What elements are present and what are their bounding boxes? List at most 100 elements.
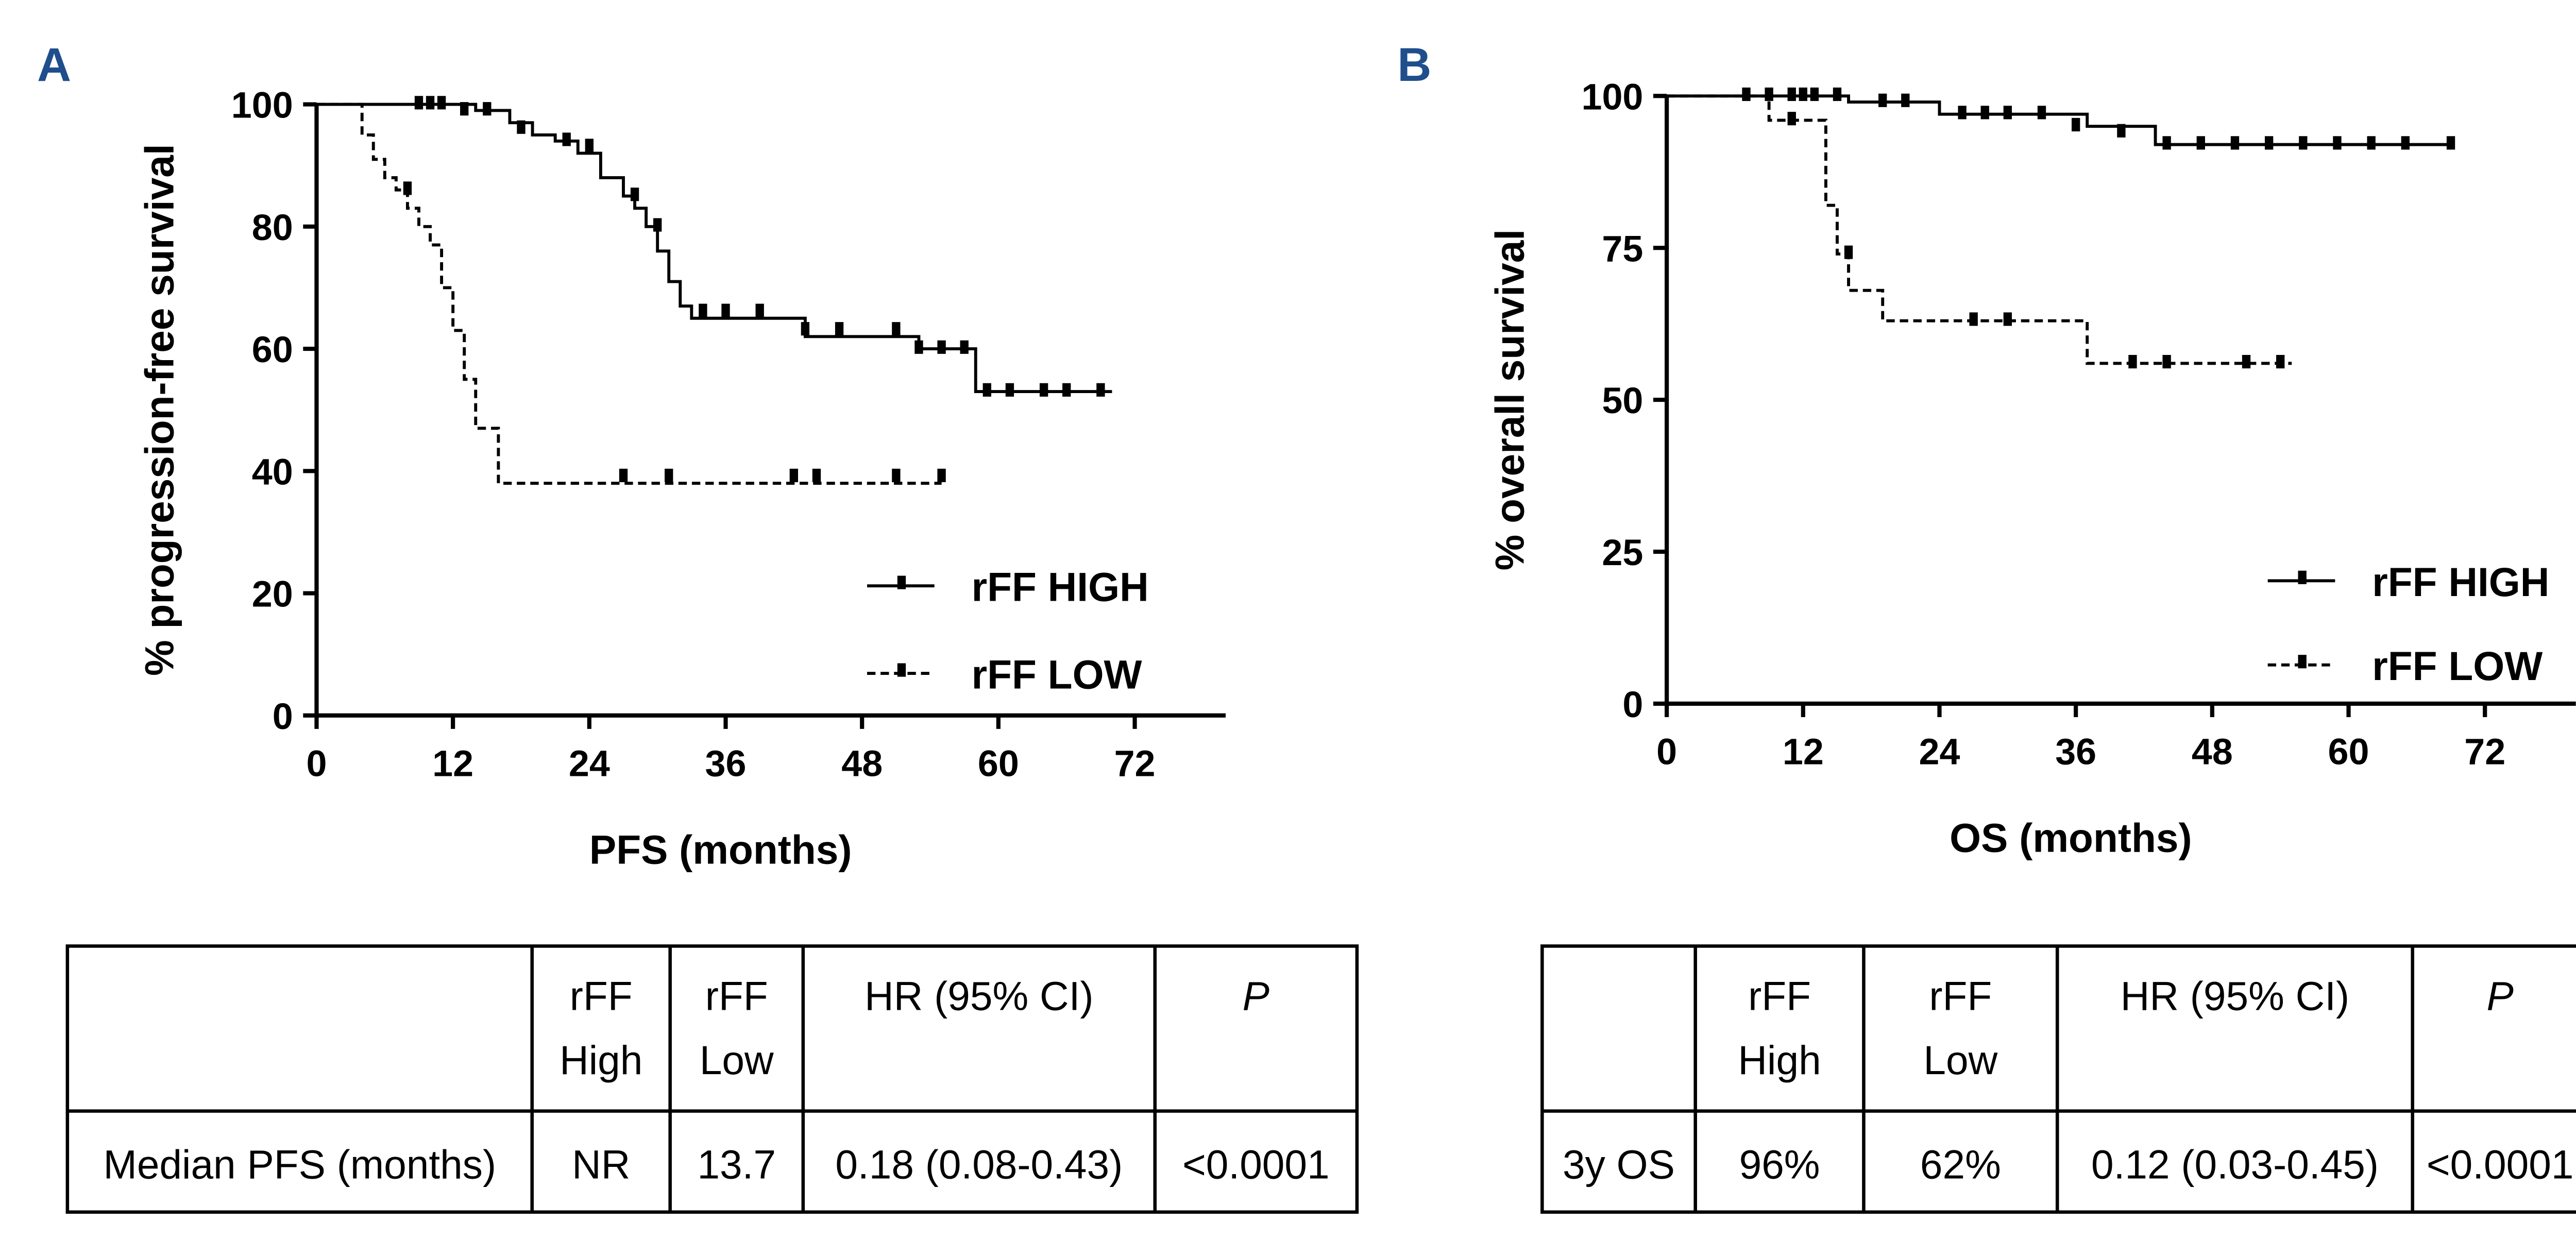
x-tick-label: 72 xyxy=(1114,743,1156,784)
y-tick-label: 75 xyxy=(1602,228,1643,269)
censor-mark xyxy=(2072,117,2080,132)
table-cell: 96% xyxy=(1739,1142,1820,1187)
censor-mark xyxy=(1969,312,1978,326)
y-tick-label: 50 xyxy=(1602,380,1643,421)
censor-mark xyxy=(665,468,673,482)
censor-mark xyxy=(2299,136,2308,150)
x-tick-label: 72 xyxy=(2464,732,2505,773)
table-border xyxy=(1540,944,2576,1214)
censor-mark xyxy=(437,96,446,110)
x-axis-title: PFS (months) xyxy=(589,827,852,872)
x-tick-label: 48 xyxy=(2192,732,2233,773)
censor-mark xyxy=(892,468,901,482)
censor-mark xyxy=(2162,136,2171,150)
censor-mark xyxy=(789,468,799,482)
x-tick-label: 12 xyxy=(432,743,473,784)
x-tick-label: 36 xyxy=(705,743,747,784)
y-tick-label: 0 xyxy=(273,696,293,737)
column-header: HR (95% CI) xyxy=(865,974,1093,1019)
censor-mark xyxy=(630,188,639,201)
censor-mark xyxy=(982,383,991,397)
y-tick-label: 60 xyxy=(252,329,293,370)
censor-mark xyxy=(699,303,707,317)
table-cell: 13.7 xyxy=(697,1142,776,1187)
table-cell: 0.18 (0.08-0.43) xyxy=(835,1142,1123,1187)
x-tick-label: 24 xyxy=(569,743,610,784)
column-header: P xyxy=(2486,974,2513,1019)
censor-mark xyxy=(2446,136,2455,150)
y-tick-label: 25 xyxy=(1602,532,1643,573)
censor-mark xyxy=(835,322,844,336)
censor-mark xyxy=(1980,106,1989,120)
censor-mark xyxy=(937,340,946,354)
censor-mark xyxy=(1787,87,1796,101)
censor-mark xyxy=(1799,87,1807,101)
table-cell: <0.0001 xyxy=(2427,1142,2574,1187)
table-cell: NR xyxy=(572,1142,630,1187)
survival-curve xyxy=(1667,94,2451,146)
legend-marker xyxy=(897,575,906,589)
censor-mark xyxy=(960,340,969,354)
censor-mark xyxy=(1958,106,1967,120)
x-tick-label: 12 xyxy=(1783,732,1824,773)
censor-mark xyxy=(2276,354,2285,369)
censor-mark xyxy=(1787,112,1796,126)
table-border xyxy=(65,944,1359,1214)
censor-mark xyxy=(653,218,662,232)
column-header: rFF High xyxy=(1738,974,1821,1083)
censor-mark xyxy=(2264,136,2274,150)
y-tick-label: 100 xyxy=(231,85,293,126)
censor-mark xyxy=(2367,136,2376,150)
censor-mark xyxy=(2162,354,2171,369)
censor-mark xyxy=(2401,136,2410,150)
table-cell: <0.0001 xyxy=(1182,1142,1330,1187)
censor-mark xyxy=(1062,383,1071,397)
x-tick-label: 0 xyxy=(306,743,327,784)
censor-mark xyxy=(2333,136,2342,150)
y-tick-label: 40 xyxy=(252,451,293,493)
censor-mark xyxy=(1765,87,1773,101)
survival-curve xyxy=(1667,94,2292,365)
censor-mark xyxy=(801,322,810,336)
column-header: P xyxy=(1243,974,1269,1019)
legend-label: rFF LOW xyxy=(2372,643,2543,689)
censor-mark xyxy=(2117,124,2126,138)
censor-mark xyxy=(1901,93,1910,107)
censor-mark xyxy=(1742,87,1751,101)
censor-mark xyxy=(2230,136,2240,150)
x-tick-label: 24 xyxy=(1919,732,1960,773)
legend-label: rFF HIGH xyxy=(972,565,1149,610)
censor-mark xyxy=(619,468,628,482)
censor-mark xyxy=(1039,383,1048,397)
x-tick-label: 36 xyxy=(2055,732,2096,773)
x-tick-label: 0 xyxy=(1656,732,1677,773)
y-axis-title: % overall survival xyxy=(1487,229,1532,570)
censor-mark xyxy=(414,96,423,110)
column-header: rFF High xyxy=(560,974,642,1083)
censor-mark xyxy=(1844,245,1853,259)
censor-mark xyxy=(426,96,435,110)
legend-marker xyxy=(2298,570,2307,584)
y-tick-label: 20 xyxy=(252,574,293,615)
censor-mark xyxy=(460,102,469,116)
censor-mark xyxy=(1005,383,1014,397)
table-cell: Median PFS (months) xyxy=(104,1142,497,1187)
censor-mark xyxy=(1810,87,1819,101)
legend-label: rFF HIGH xyxy=(2372,559,2549,605)
panel-label: A xyxy=(37,39,71,91)
x-tick-label: 60 xyxy=(2328,732,2369,773)
x-axis-title: OS (months) xyxy=(1950,815,2192,860)
column-header: HR (95% CI) xyxy=(2121,974,2349,1019)
y-tick-label: 0 xyxy=(1622,684,1643,725)
table-cell: 62% xyxy=(1920,1142,2001,1187)
legend-label: rFF LOW xyxy=(972,652,1142,697)
y-tick-label: 80 xyxy=(252,207,293,248)
y-axis-title: % progression-free survival xyxy=(137,144,182,676)
survival-curve xyxy=(316,103,942,485)
censor-mark xyxy=(914,340,923,354)
table-cell: 3y OS xyxy=(1563,1142,1675,1187)
x-tick-label: 48 xyxy=(841,743,883,784)
censor-mark xyxy=(2196,136,2205,150)
table-cell: 0.12 (0.03-0.45) xyxy=(2091,1142,2379,1187)
